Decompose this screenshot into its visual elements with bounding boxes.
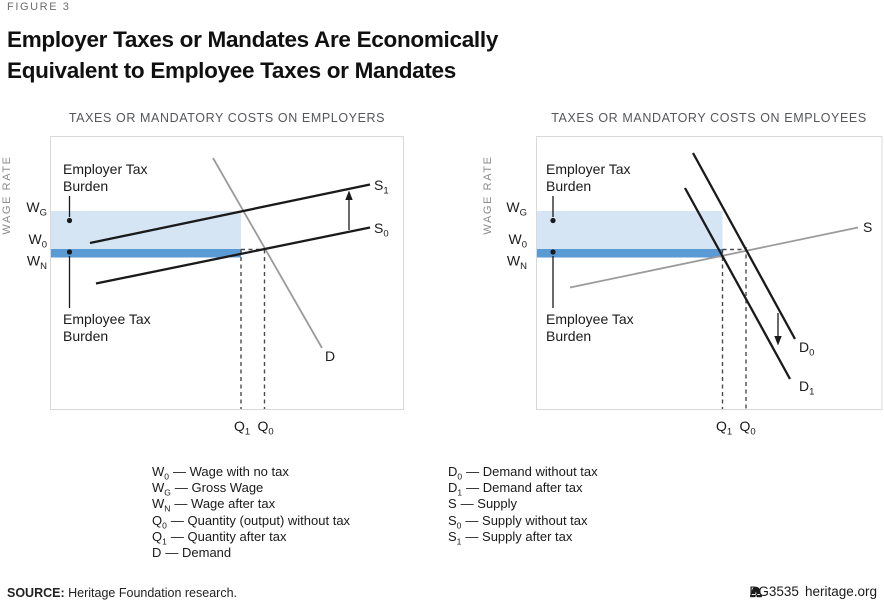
wage-label-w0: W0	[508, 231, 527, 251]
legend-item: S — Supply	[448, 496, 518, 512]
employer-burden-label-line1: Employer Tax	[546, 161, 631, 177]
legend-item: D1— Demand after tax	[448, 480, 583, 498]
curve-label-s1: S1	[374, 177, 389, 197]
employee-burden-band	[537, 249, 723, 258]
legend-item: S0— Supply without tax	[448, 512, 588, 531]
qty-label-q1: Q1	[234, 418, 250, 438]
footer-brand: BG3535 heritage.org	[749, 584, 877, 599]
employer-burden-label-line2: Burden	[63, 178, 108, 194]
plot-box	[50, 136, 404, 410]
source-text: Heritage Foundation research.	[68, 586, 237, 600]
legend-item: D0— Demand without tax	[448, 464, 598, 482]
legend-item: D — Demand	[152, 545, 232, 561]
figure-title: Employer Taxes or Mandates Are Economica…	[7, 24, 498, 86]
wage-label-w0: W0	[28, 231, 47, 251]
curve-label-d: D	[325, 348, 335, 364]
employer-burden-label-line1: Employer Tax	[63, 161, 148, 177]
legend-item: Q1— Quantity after tax	[152, 528, 287, 547]
employee-burden-label-line1: Employee Tax	[63, 311, 151, 327]
employee-burden-band	[51, 249, 241, 258]
wage-label-wg: WG	[506, 199, 527, 219]
left-chart-title: TAXES OR MANDATORY COSTS ON EMPLOYERS	[68, 111, 386, 125]
employee-burden-dot	[66, 249, 73, 255]
curve-label-s: S	[863, 219, 872, 235]
employee-burden-label-line2: Burden	[546, 328, 591, 344]
qty-label-q1: Q1	[716, 418, 732, 438]
demand-line-d1	[683, 187, 792, 380]
right-chart-title: TAXES OR MANDATORY COSTS ON EMPLOYEES	[551, 111, 867, 125]
left-y-axis-label: WAGE RATE	[1, 155, 13, 235]
right-chart: Employer Tax Burden Employee Tax Burden …	[506, 136, 883, 438]
liberty-bell-icon	[750, 586, 763, 597]
wage-label-wn: WN	[27, 253, 47, 273]
demand-shift-arrowhead	[774, 336, 782, 346]
right-legend: D0— Demand without tax D1— Demand after …	[448, 464, 598, 547]
employer-burden-dot	[66, 217, 73, 224]
left-chart: Employer Tax Burden Employee Tax Burden …	[26, 136, 404, 438]
demand-line-d	[212, 157, 323, 349]
site-link[interactable]: heritage.org	[804, 584, 877, 599]
employer-burden-dot	[550, 217, 556, 224]
wage-label-wg: WG	[26, 199, 47, 219]
employer-burden-label-line2: Burden	[546, 178, 591, 194]
employee-burden-dot	[550, 249, 556, 255]
employer-burden-band	[537, 211, 723, 249]
employee-burden-label-line1: Employee Tax	[546, 311, 634, 327]
plot-box	[536, 136, 883, 410]
supply-line-s1	[89, 183, 371, 245]
legend-item: WN — Wage after tax	[152, 496, 276, 514]
employee-burden-label-line2: Burden	[63, 328, 108, 344]
curve-label-d0: D0	[799, 339, 814, 359]
source-note: SOURCE: Heritage Foundation research.	[7, 586, 237, 600]
figure-kicker: FIGURE 3	[7, 1, 71, 13]
left-legend: W0— Wage with no tax WG — Gross Wage WN — …	[152, 464, 350, 561]
figure-title-line1: Employer Taxes or Mandates Are Economica…	[7, 27, 499, 52]
figure-title-line2: Equivalent to Employee Taxes or Mandates	[7, 58, 456, 83]
supply-line-s0	[95, 226, 371, 285]
qty-label-q0: Q0	[740, 418, 756, 438]
legend-item: W0— Wage with no tax	[152, 464, 289, 482]
qty-label-q0: Q0	[258, 418, 274, 438]
wage-label-wn: WN	[507, 253, 527, 273]
curve-label-d1: D1	[799, 378, 814, 398]
legend-item: Q0— Quantity (output) without tax	[152, 512, 351, 531]
supply-line-s	[569, 226, 859, 289]
source-label: SOURCE:	[7, 586, 65, 600]
demand-line-d0	[691, 152, 797, 340]
legend-item: S1— Supply after tax	[448, 528, 573, 547]
supply-shift-arrowhead	[345, 190, 353, 200]
curve-label-s0: S0	[374, 220, 389, 240]
legend-item: WG — Gross Wage	[152, 480, 264, 498]
